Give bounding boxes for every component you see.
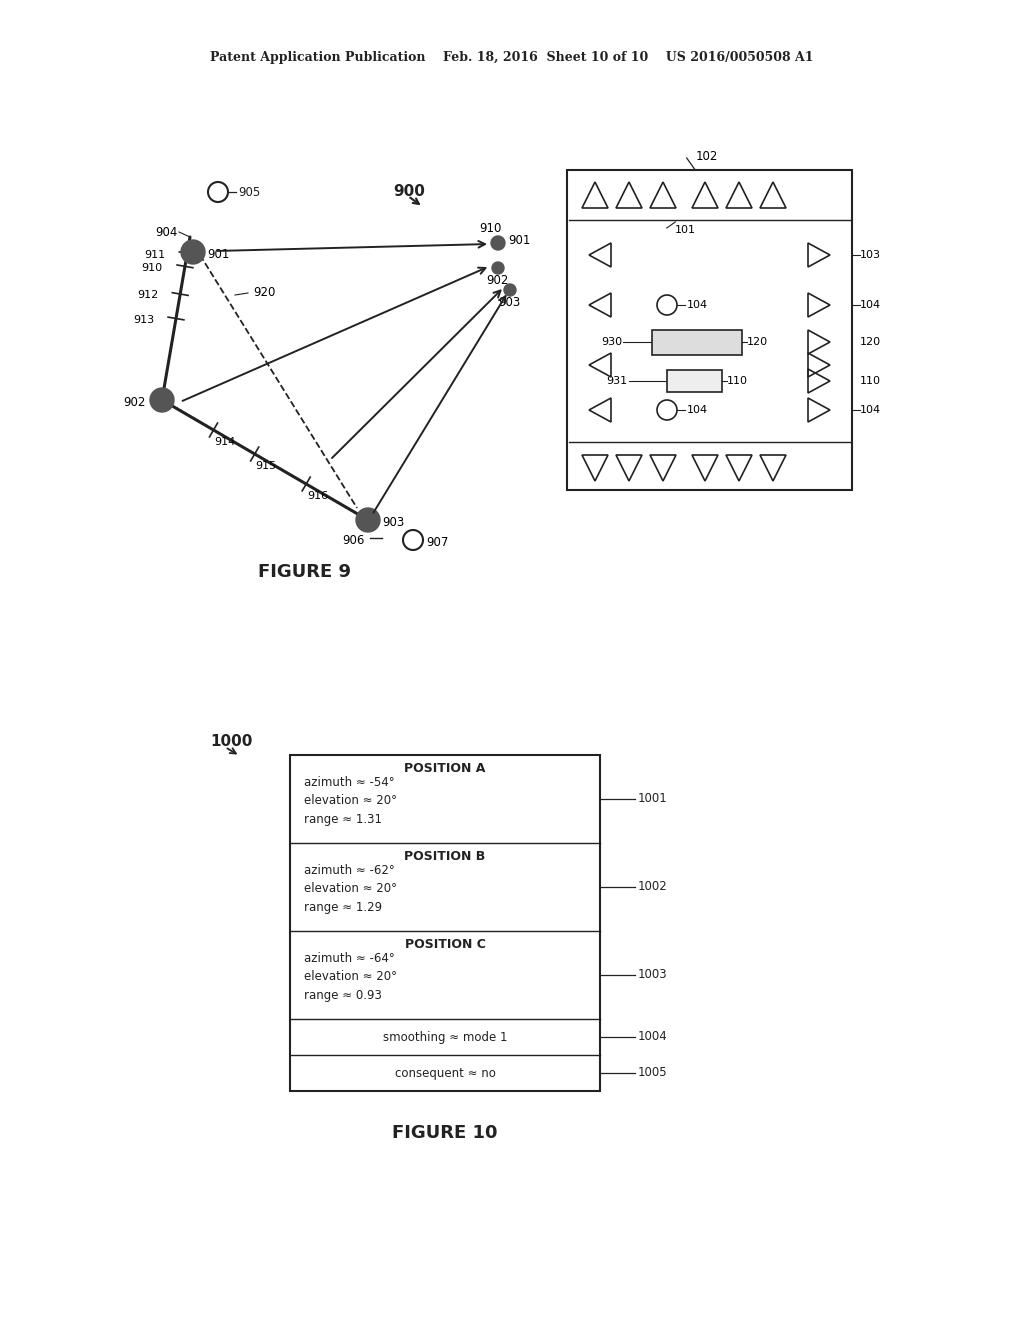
Text: elevation ≈ 20°: elevation ≈ 20° bbox=[304, 795, 397, 808]
Text: azimuth ≈ -54°: azimuth ≈ -54° bbox=[304, 776, 394, 789]
Text: 900: 900 bbox=[393, 185, 425, 199]
Text: 912: 912 bbox=[137, 290, 158, 301]
Text: POSITION A: POSITION A bbox=[404, 763, 485, 776]
Text: 1003: 1003 bbox=[638, 969, 668, 982]
Text: 104: 104 bbox=[860, 405, 881, 414]
Text: 911: 911 bbox=[144, 249, 165, 260]
Text: consequent ≈ no: consequent ≈ no bbox=[394, 1067, 496, 1080]
Text: 914: 914 bbox=[214, 437, 236, 447]
Text: 1000: 1000 bbox=[210, 734, 252, 750]
Text: 1002: 1002 bbox=[638, 880, 668, 894]
Text: 915: 915 bbox=[256, 461, 276, 471]
Text: range ≈ 1.29: range ≈ 1.29 bbox=[304, 900, 382, 913]
Circle shape bbox=[657, 294, 677, 315]
Text: FIGURE 9: FIGURE 9 bbox=[258, 564, 351, 581]
Circle shape bbox=[403, 531, 423, 550]
Text: 910: 910 bbox=[141, 263, 163, 273]
Text: 1005: 1005 bbox=[638, 1067, 668, 1080]
Text: 110: 110 bbox=[860, 376, 881, 385]
Text: 110: 110 bbox=[727, 376, 748, 385]
Circle shape bbox=[490, 236, 505, 249]
Text: 1001: 1001 bbox=[638, 792, 668, 805]
FancyBboxPatch shape bbox=[652, 330, 742, 355]
Text: 120: 120 bbox=[746, 337, 768, 347]
Text: 910: 910 bbox=[479, 223, 501, 235]
Text: 104: 104 bbox=[687, 300, 709, 310]
Text: azimuth ≈ -64°: azimuth ≈ -64° bbox=[304, 953, 394, 965]
Text: azimuth ≈ -62°: azimuth ≈ -62° bbox=[304, 865, 394, 878]
Text: 931: 931 bbox=[606, 376, 627, 385]
Text: FIGURE 10: FIGURE 10 bbox=[392, 1125, 498, 1142]
Text: 902: 902 bbox=[486, 273, 508, 286]
Text: 930: 930 bbox=[601, 337, 622, 347]
FancyBboxPatch shape bbox=[567, 170, 852, 490]
Circle shape bbox=[504, 284, 516, 296]
Text: 104: 104 bbox=[687, 405, 709, 414]
Text: POSITION B: POSITION B bbox=[404, 850, 485, 863]
Text: Patent Application Publication    Feb. 18, 2016  Sheet 10 of 10    US 2016/00505: Patent Application Publication Feb. 18, … bbox=[210, 51, 814, 65]
Text: 120: 120 bbox=[860, 337, 881, 347]
Text: 901: 901 bbox=[508, 234, 530, 247]
FancyBboxPatch shape bbox=[290, 755, 600, 1092]
Text: POSITION C: POSITION C bbox=[404, 939, 485, 952]
Text: elevation ≈ 20°: elevation ≈ 20° bbox=[304, 883, 397, 895]
Text: elevation ≈ 20°: elevation ≈ 20° bbox=[304, 970, 397, 983]
Text: 901: 901 bbox=[207, 248, 229, 261]
Text: smoothing ≈ mode 1: smoothing ≈ mode 1 bbox=[383, 1031, 507, 1044]
Circle shape bbox=[208, 182, 228, 202]
Text: 906: 906 bbox=[343, 535, 365, 548]
Text: 905: 905 bbox=[238, 186, 260, 198]
Circle shape bbox=[657, 400, 677, 420]
Circle shape bbox=[356, 508, 380, 532]
FancyBboxPatch shape bbox=[667, 370, 722, 392]
Text: 903: 903 bbox=[382, 516, 404, 529]
Text: 904: 904 bbox=[156, 226, 178, 239]
Text: 101: 101 bbox=[675, 224, 696, 235]
Text: 903: 903 bbox=[498, 296, 520, 309]
Text: 907: 907 bbox=[426, 536, 449, 549]
Text: 103: 103 bbox=[860, 249, 881, 260]
Text: 902: 902 bbox=[124, 396, 146, 409]
Text: range ≈ 0.93: range ≈ 0.93 bbox=[304, 989, 382, 1002]
Circle shape bbox=[181, 240, 205, 264]
Text: range ≈ 1.31: range ≈ 1.31 bbox=[304, 813, 382, 825]
Text: 1004: 1004 bbox=[638, 1031, 668, 1044]
Text: 920: 920 bbox=[253, 286, 275, 300]
Text: 104: 104 bbox=[860, 300, 881, 310]
Circle shape bbox=[492, 261, 504, 275]
Text: 102: 102 bbox=[695, 149, 718, 162]
Text: 916: 916 bbox=[307, 491, 329, 500]
Circle shape bbox=[150, 388, 174, 412]
Text: 913: 913 bbox=[133, 315, 154, 325]
